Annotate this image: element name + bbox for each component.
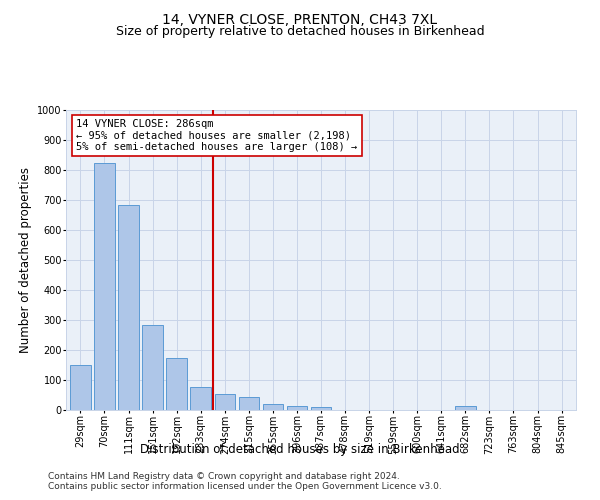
Bar: [94, 162, 115, 410]
Text: Size of property relative to detached houses in Birkenhead: Size of property relative to detached ho…: [116, 25, 484, 38]
Text: Distribution of detached houses by size in Birkenhead: Distribution of detached houses by size …: [140, 442, 460, 456]
Bar: [263, 404, 283, 410]
Bar: [118, 204, 139, 410]
Bar: [166, 358, 187, 410]
Bar: [70, 365, 91, 410]
Bar: [190, 386, 211, 410]
Bar: [215, 394, 235, 410]
Bar: [142, 325, 163, 410]
Y-axis label: Number of detached properties: Number of detached properties: [19, 167, 32, 353]
Bar: [455, 406, 476, 410]
Bar: [239, 398, 259, 410]
Text: Contains public sector information licensed under the Open Government Licence v3: Contains public sector information licen…: [48, 482, 442, 491]
Text: 14 VYNER CLOSE: 286sqm
← 95% of detached houses are smaller (2,198)
5% of semi-d: 14 VYNER CLOSE: 286sqm ← 95% of detached…: [76, 119, 358, 152]
Bar: [287, 406, 307, 410]
Text: Contains HM Land Registry data © Crown copyright and database right 2024.: Contains HM Land Registry data © Crown c…: [48, 472, 400, 481]
Bar: [311, 406, 331, 410]
Text: 14, VYNER CLOSE, PRENTON, CH43 7XL: 14, VYNER CLOSE, PRENTON, CH43 7XL: [163, 12, 437, 26]
